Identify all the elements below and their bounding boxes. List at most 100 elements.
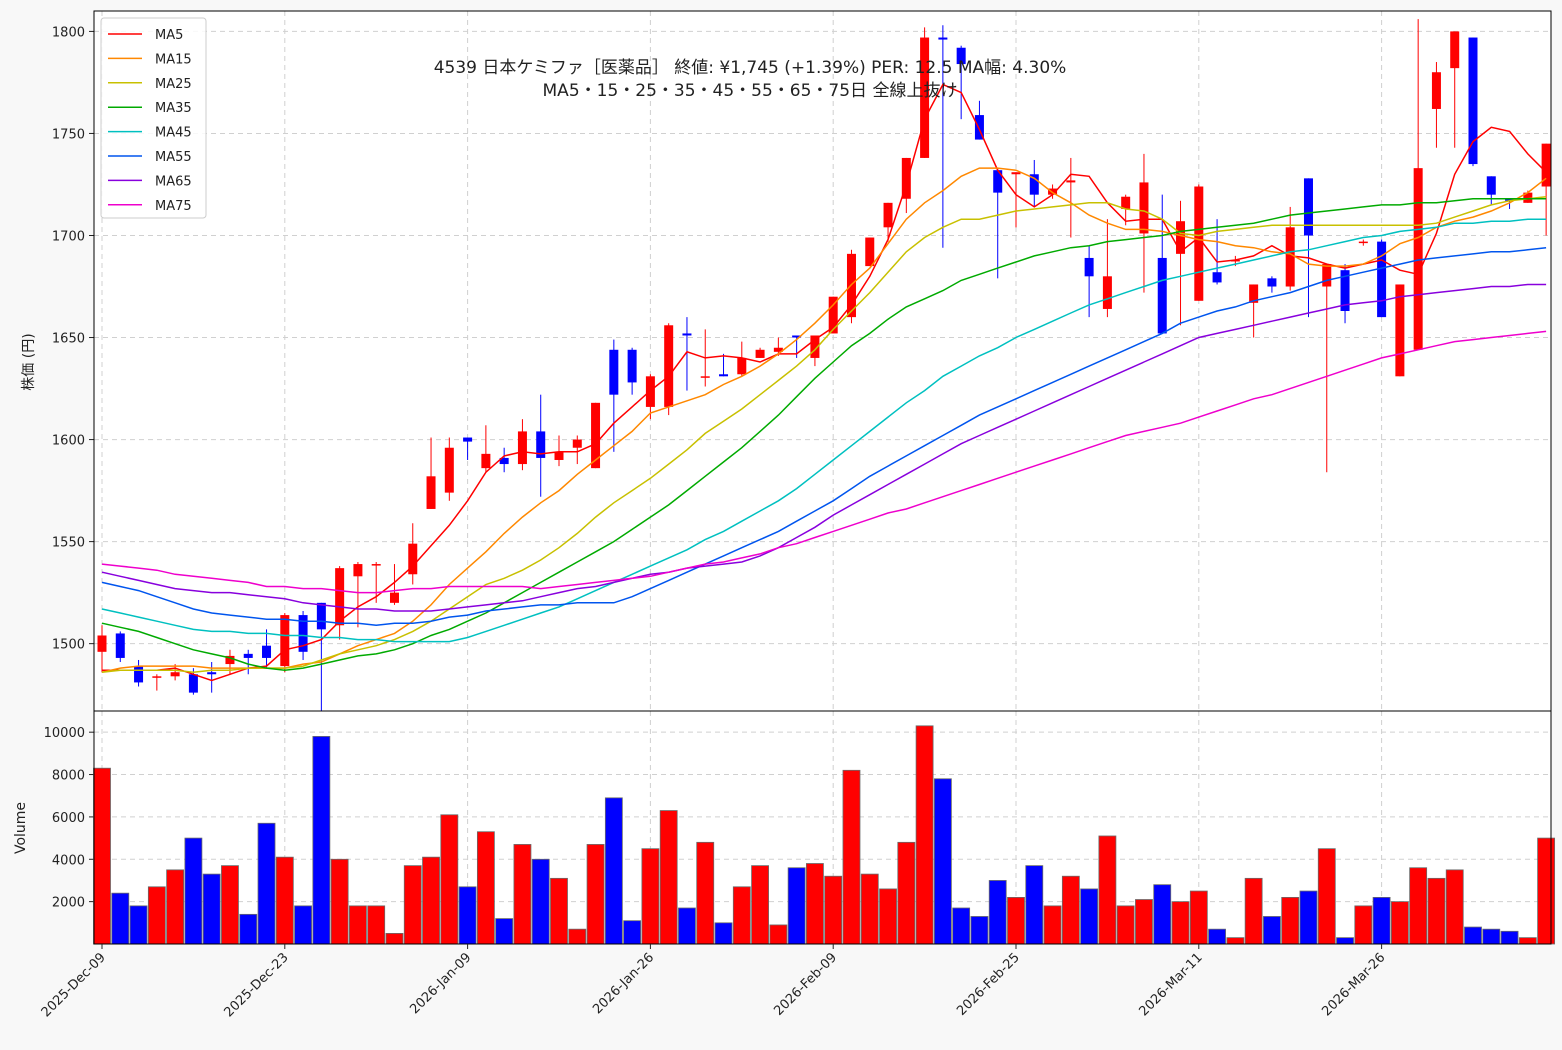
volume-bar	[1281, 897, 1300, 945]
ma-line-ma35	[101, 198, 1547, 671]
candle-up	[408, 543, 418, 575]
candle-up	[572, 439, 582, 448]
volume-bar	[385, 933, 404, 945]
volume-bar	[988, 880, 1007, 945]
candle-up	[280, 615, 290, 667]
volume-bar	[257, 822, 276, 945]
candle-up	[1541, 143, 1551, 187]
volume-bar	[842, 769, 861, 945]
ma-line-ma65	[101, 283, 1547, 612]
volume-bar	[1482, 928, 1501, 945]
candle-up	[1194, 186, 1204, 301]
candle-down	[1505, 198, 1515, 201]
candle-down	[938, 37, 948, 40]
volume-bar	[751, 865, 769, 945]
volume-bar	[769, 924, 788, 945]
volume-bar	[1116, 905, 1135, 945]
volume-bar	[294, 905, 312, 945]
candle-down	[207, 672, 217, 675]
volume-bar	[275, 856, 294, 945]
candle-down	[719, 374, 729, 377]
price-tick-label: 1550	[52, 536, 85, 551]
volume-tick-label: 6000	[52, 811, 85, 826]
volume-bar	[678, 907, 696, 945]
volume-bar	[1299, 890, 1318, 945]
volume-bar	[1372, 897, 1391, 945]
candle-up	[1249, 284, 1259, 303]
candle-down	[499, 457, 509, 465]
price-tick-label: 1800	[52, 25, 85, 40]
volume-bar	[659, 810, 678, 945]
price-tick-label: 1700	[52, 229, 85, 244]
volume-bar	[970, 916, 989, 945]
ma-line-ma75	[101, 330, 1547, 594]
volume-bar	[732, 886, 751, 945]
candle-up	[591, 402, 601, 469]
volume-bar	[221, 865, 239, 945]
candle-down	[134, 666, 144, 683]
volume-bar	[586, 844, 605, 945]
volume-tick-label: 4000	[52, 853, 85, 868]
candle-down	[974, 115, 984, 140]
volume-bar	[495, 918, 514, 945]
volume-bar	[915, 725, 934, 945]
price-tick-label: 1650	[52, 332, 85, 347]
volume-bar	[550, 877, 568, 945]
candle-up	[426, 476, 436, 509]
volume-bar	[166, 869, 185, 945]
volume-bar	[312, 736, 331, 945]
candle-down	[463, 437, 473, 442]
candle-up	[517, 431, 527, 465]
volume-panel-frame	[93, 710, 1552, 945]
legend: MA5 MA15 MA25 MA35 MA45 MA55 MA65 MA75	[100, 17, 207, 219]
volume-bar	[1208, 928, 1226, 945]
volume-bar	[476, 831, 495, 945]
volume-bar	[714, 922, 733, 945]
candle-up	[225, 655, 235, 665]
volume-tick-label: 2000	[52, 896, 85, 911]
candle-down	[956, 47, 966, 65]
volume-bar	[147, 886, 166, 945]
candle-up	[773, 347, 783, 352]
volume-bar	[184, 837, 203, 945]
volume-bar	[440, 814, 459, 945]
volume-bar	[860, 873, 879, 945]
candle-up	[1358, 241, 1368, 244]
candle-up	[1322, 264, 1332, 287]
candle-down	[1303, 178, 1313, 236]
candle-down	[609, 349, 619, 395]
volume-bar	[367, 905, 386, 945]
price-tick-label: 1750	[52, 127, 85, 142]
volume-bar	[1226, 937, 1245, 945]
volume-bar	[1500, 930, 1519, 945]
candle-down	[536, 431, 546, 458]
volume-bar	[787, 867, 806, 945]
candle-up	[97, 635, 107, 652]
candle-down	[682, 333, 692, 336]
volume-bar	[1153, 884, 1172, 945]
legend-label-ma5: MA5	[155, 28, 183, 43]
ma-line-ma25	[101, 195, 1547, 673]
volume-bar	[1171, 901, 1190, 945]
price-panel-background	[94, 11, 1551, 711]
volume-bar	[1135, 899, 1153, 945]
volume-bar	[531, 858, 550, 945]
ma-line-ma5	[102, 83, 1547, 682]
candle-down	[115, 633, 125, 658]
candle-up	[152, 676, 162, 678]
volume-bar	[1464, 926, 1482, 945]
price-tick-label: 1500	[52, 638, 85, 653]
candle-down	[1267, 278, 1277, 287]
volume-bar	[1189, 890, 1208, 945]
volume-bar	[1409, 867, 1428, 945]
volume-bar	[1336, 937, 1354, 945]
candle-down	[243, 653, 253, 658]
volume-bar	[1080, 888, 1099, 945]
candle-up	[755, 349, 765, 358]
price-axis-label: 株価 (円)	[21, 333, 37, 390]
volume-bar	[239, 913, 258, 945]
volume-bar	[93, 767, 111, 945]
candle-up	[371, 564, 381, 566]
volume-bar	[1445, 869, 1464, 945]
